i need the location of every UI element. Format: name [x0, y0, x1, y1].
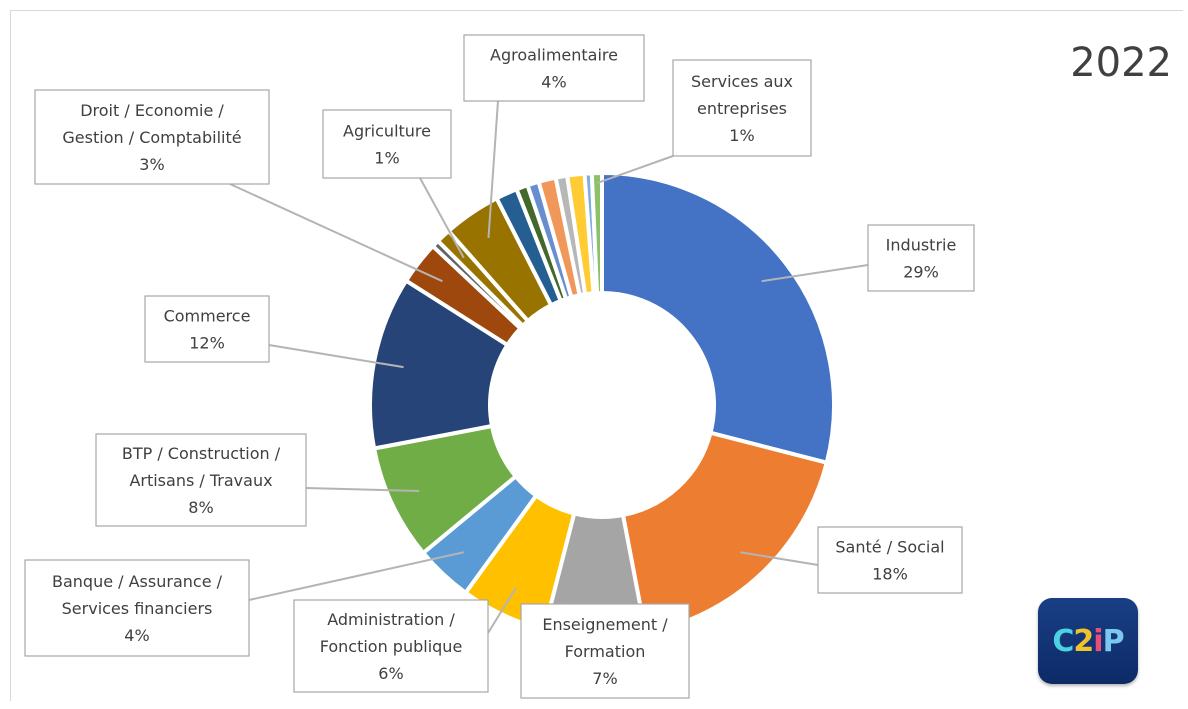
- callout-box: [322, 109, 452, 179]
- callout-label: BTP / Construction /: [122, 444, 281, 463]
- callout-box: [24, 559, 250, 657]
- callout-label: Enseignement /: [542, 615, 668, 634]
- callout-percent: 6%: [378, 664, 403, 683]
- callout-percent: 3%: [139, 155, 164, 174]
- donut-slices: [368, 170, 836, 639]
- leader-line: [419, 177, 465, 259]
- callout-box: [867, 224, 975, 292]
- c2ip-logo: C 2 i P: [1038, 598, 1138, 684]
- callout-box: [672, 59, 812, 157]
- callout-percent: 4%: [541, 73, 566, 92]
- callout-percent: 29%: [903, 263, 939, 282]
- leader-line: [229, 183, 443, 283]
- callout-labels: Industrie 29% Santé / Social 18% Enseignemen…: [24, 34, 975, 699]
- logo-letter: 2: [1073, 623, 1094, 659]
- leader-line: [761, 264, 869, 283]
- callout-label: Services aux: [691, 72, 793, 91]
- callout-label: Services financiers: [62, 599, 213, 618]
- callout-percent: 18%: [872, 565, 908, 584]
- callout-label: Fonction publique: [320, 637, 463, 656]
- logo-letter: C: [1052, 623, 1074, 659]
- callout-label: Agriculture: [343, 122, 431, 141]
- callout-percent: 8%: [188, 498, 213, 517]
- leader-line: [487, 100, 499, 238]
- callout-label: Commerce: [164, 307, 251, 326]
- leader-line: [487, 587, 517, 634]
- callout-percent: 1%: [729, 126, 754, 145]
- callout-percent: 4%: [124, 626, 149, 645]
- callout-percent: 1%: [374, 149, 399, 168]
- callout-box: [144, 295, 270, 363]
- callout-percent: 12%: [189, 334, 225, 353]
- callout-label: Droit / Economie /: [80, 101, 224, 120]
- callout-percent: 7%: [592, 669, 617, 688]
- callout-label: Agroalimentaire: [490, 46, 618, 65]
- logo-letter: P: [1102, 623, 1125, 659]
- callout-label: Formation: [565, 642, 646, 661]
- year-label: 2022: [1070, 40, 1172, 86]
- callout-box: [34, 89, 270, 185]
- leader-line: [248, 551, 464, 601]
- callout-label: entreprises: [697, 99, 787, 118]
- callout-label: Administration /: [327, 610, 455, 629]
- logo-letter: i: [1093, 623, 1103, 659]
- chart-frame: [10, 10, 1183, 701]
- callout-box: [463, 34, 645, 102]
- donut-slice: [620, 430, 830, 636]
- leader-line: [268, 344, 404, 369]
- callout-label: Santé / Social: [835, 538, 944, 557]
- callout-label: Artisans / Travaux: [129, 471, 272, 490]
- callout-box: [817, 526, 963, 594]
- donut-slice: [600, 170, 836, 466]
- leader-line: [740, 551, 819, 566]
- leader-line: [596, 155, 674, 184]
- callout-box: [520, 603, 690, 699]
- callout-box: [293, 599, 489, 693]
- callout-label: Industrie: [886, 236, 957, 255]
- callout-label: Gestion / Comptabilité: [62, 128, 241, 147]
- callout-label: Banque / Assurance /: [52, 572, 223, 591]
- leader-line: [305, 487, 420, 493]
- callout-box: [95, 433, 307, 527]
- donut-slice: [589, 170, 604, 296]
